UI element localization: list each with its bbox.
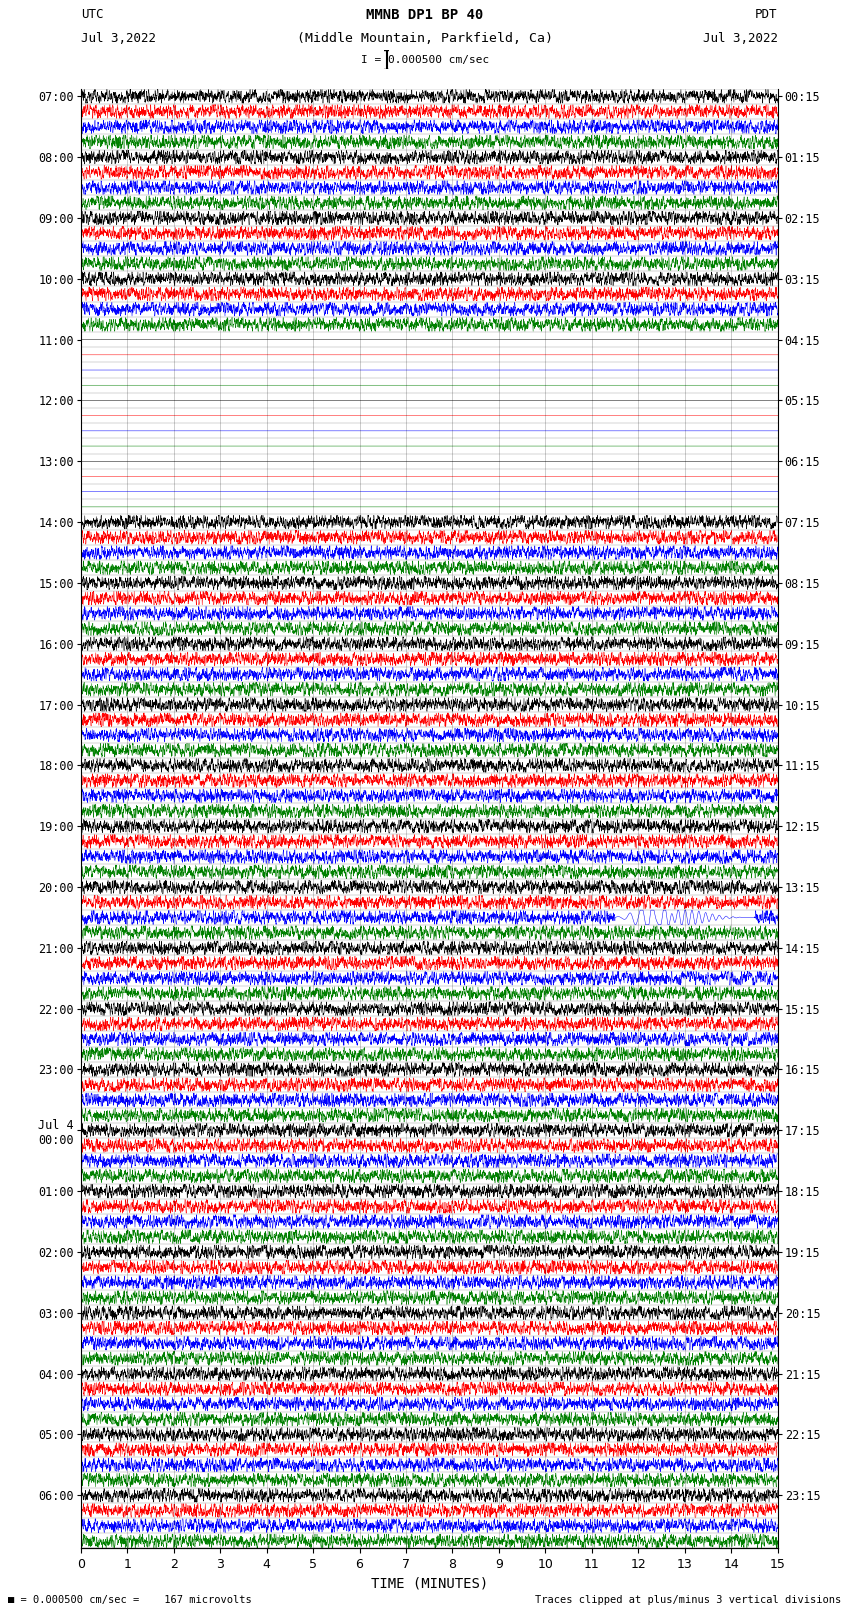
- Text: Jul 3,2022: Jul 3,2022: [703, 32, 778, 45]
- Text: UTC: UTC: [81, 8, 103, 21]
- Text: MMNB DP1 BP 40: MMNB DP1 BP 40: [366, 8, 484, 23]
- Text: I = 0.000500 cm/sec: I = 0.000500 cm/sec: [361, 55, 489, 65]
- Text: Jul 3,2022: Jul 3,2022: [81, 32, 156, 45]
- Text: ■ = 0.000500 cm/sec =    167 microvolts: ■ = 0.000500 cm/sec = 167 microvolts: [8, 1595, 252, 1605]
- Text: (Middle Mountain, Parkfield, Ca): (Middle Mountain, Parkfield, Ca): [297, 32, 553, 45]
- X-axis label: TIME (MINUTES): TIME (MINUTES): [371, 1578, 488, 1590]
- Text: Traces clipped at plus/minus 3 vertical divisions: Traces clipped at plus/minus 3 vertical …: [536, 1595, 842, 1605]
- Text: PDT: PDT: [756, 8, 778, 21]
